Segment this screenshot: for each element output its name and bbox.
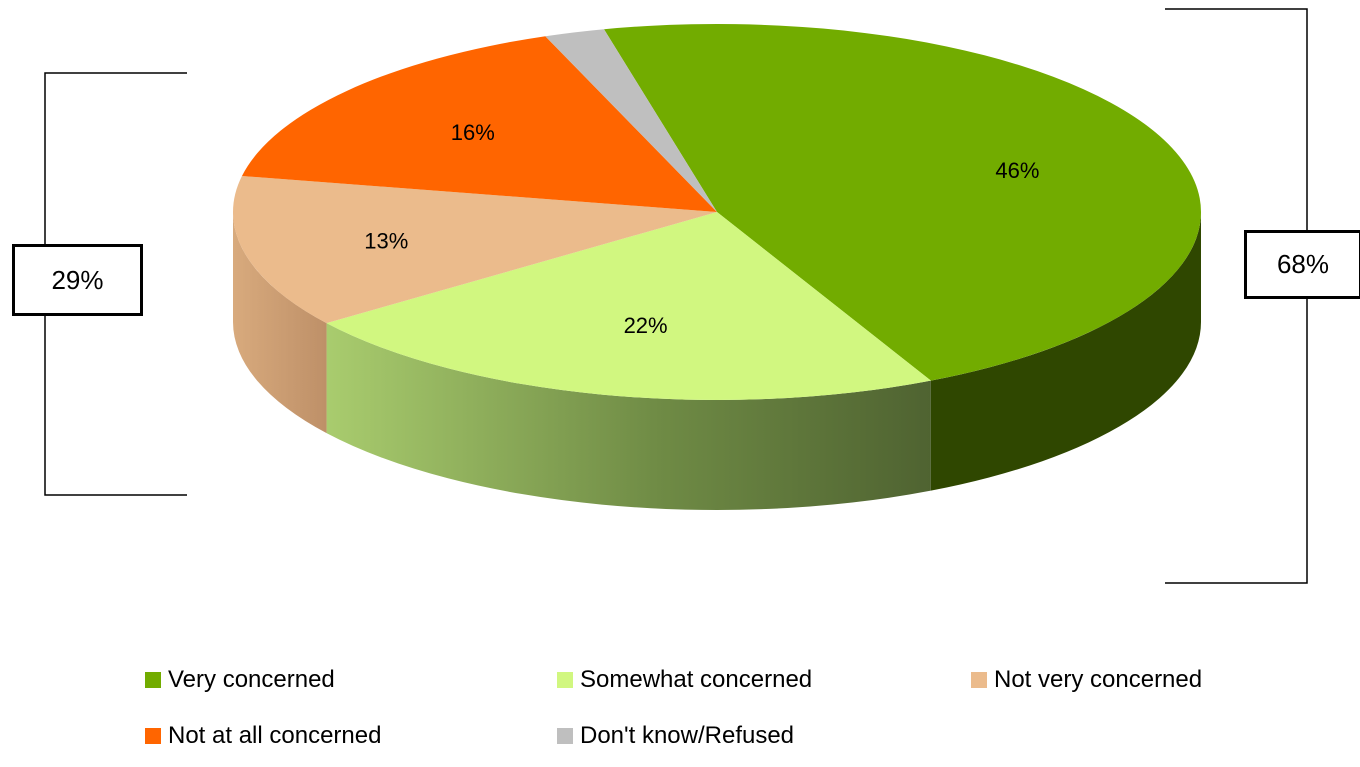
pie-side-somewhat-concerned (326, 323, 931, 510)
legend-item-somewhat-concerned: Somewhat concerned (557, 660, 812, 700)
data-label-somewhat-concerned: 22% (624, 313, 668, 338)
legend-swatch-very-concerned (145, 672, 161, 688)
data-label-not-at-all-concerned: 16% (451, 120, 495, 145)
pie-labels: 46%22%13%16%2% (364, 120, 1039, 338)
pie-side-not-very-concerned (233, 212, 327, 434)
pie-sides (233, 212, 1201, 510)
pie-tops (233, 24, 1201, 400)
legend-swatch-dont-know-refused (557, 728, 573, 744)
legend-swatch-not-very-concerned (971, 672, 987, 688)
pie-side-very-concerned (930, 212, 1201, 491)
pie-slice-not-very-concerned (233, 175, 718, 324)
legend-swatch-not-at-all-concerned (145, 728, 161, 744)
pie-slice-don-t-know-refused (545, 29, 717, 212)
bracket-right-total: 68% (1244, 230, 1360, 299)
pie-slice-not-at-all-concerned (241, 36, 717, 213)
legend-label: Not at all concerned (168, 722, 382, 749)
pie-slice-somewhat-concerned (326, 212, 931, 400)
data-label-very-concerned: 46% (995, 158, 1039, 183)
legend: Very concerned Somewhat concerned Not ve… (145, 650, 1325, 760)
pie-slice-very-concerned (604, 24, 1201, 381)
legend-item-not-at-all-concerned: Not at all concerned (145, 716, 381, 756)
legend-label: Not very concerned (994, 666, 1203, 693)
legend-item-very-concerned: Very concerned (145, 660, 335, 700)
legend-item-not-very-concerned: Not very concerned (971, 660, 1202, 700)
legend-label: Don't know/Refused (580, 722, 795, 749)
legend-swatch-somewhat-concerned (557, 672, 573, 688)
legend-item-dont-know-refused: Don't know/Refused (557, 716, 794, 756)
bracket-left-total: 29% (12, 244, 143, 316)
data-label-not-very-concerned: 13% (364, 229, 408, 254)
legend-label: Very concerned (168, 666, 335, 693)
legend-label: Somewhat concerned (580, 666, 813, 693)
